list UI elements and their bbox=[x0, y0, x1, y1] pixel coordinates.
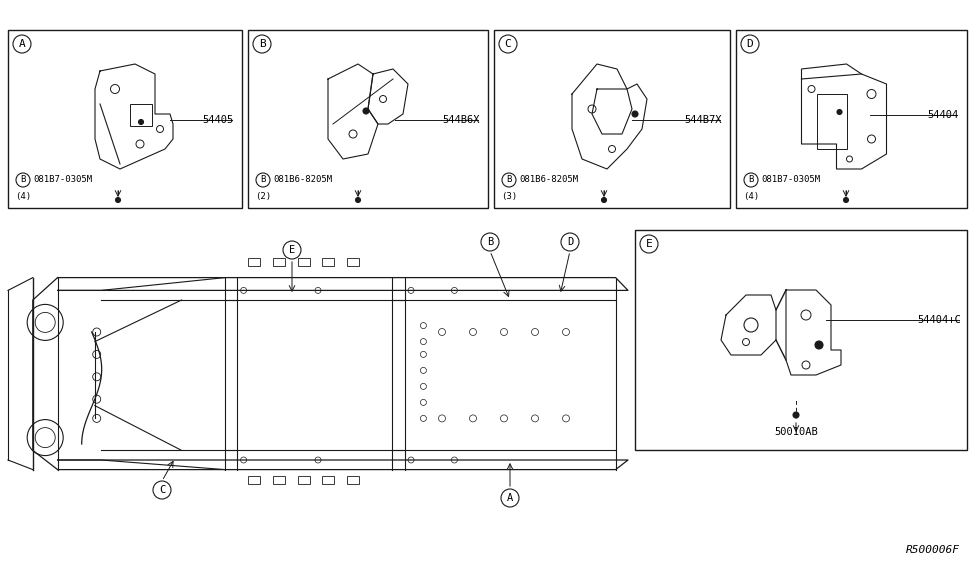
Text: E: E bbox=[645, 239, 652, 249]
Text: C: C bbox=[505, 39, 511, 49]
Text: 54404: 54404 bbox=[928, 110, 959, 120]
Text: (2): (2) bbox=[254, 191, 271, 200]
Text: (3): (3) bbox=[501, 191, 517, 200]
Text: B: B bbox=[258, 39, 265, 49]
Text: B: B bbox=[506, 175, 512, 185]
Text: A: A bbox=[507, 493, 513, 503]
Bar bbox=[248, 476, 260, 484]
Circle shape bbox=[837, 109, 842, 114]
Text: C: C bbox=[159, 485, 165, 495]
Circle shape bbox=[138, 119, 143, 125]
Bar bbox=[248, 30, 488, 208]
Bar bbox=[635, 230, 967, 450]
Text: 544B6X: 544B6X bbox=[443, 115, 480, 125]
Text: 081B6-8205M: 081B6-8205M bbox=[273, 175, 332, 185]
Text: 54405: 54405 bbox=[203, 115, 234, 125]
Bar bbox=[297, 259, 310, 267]
Text: B: B bbox=[487, 237, 493, 247]
Bar bbox=[347, 259, 359, 267]
Text: 54404+C: 54404+C bbox=[917, 315, 961, 325]
Bar bbox=[816, 94, 846, 149]
Text: E: E bbox=[289, 245, 295, 255]
Bar bbox=[494, 30, 730, 208]
Bar bbox=[273, 259, 285, 267]
Text: B: B bbox=[20, 175, 25, 185]
Text: 544B7X: 544B7X bbox=[684, 115, 722, 125]
Circle shape bbox=[115, 198, 121, 203]
Text: 081B6-8205M: 081B6-8205M bbox=[519, 175, 578, 185]
Text: (4): (4) bbox=[15, 191, 31, 200]
Text: (4): (4) bbox=[743, 191, 760, 200]
Circle shape bbox=[602, 198, 606, 203]
Bar bbox=[248, 259, 260, 267]
Text: 50010AB: 50010AB bbox=[774, 427, 818, 437]
Circle shape bbox=[632, 111, 638, 117]
Circle shape bbox=[356, 198, 361, 203]
Bar bbox=[130, 104, 152, 126]
Text: D: D bbox=[747, 39, 754, 49]
Bar bbox=[323, 476, 334, 484]
Circle shape bbox=[363, 108, 369, 114]
Bar bbox=[347, 476, 359, 484]
Text: B: B bbox=[749, 175, 754, 185]
Circle shape bbox=[793, 412, 799, 418]
Text: 081B7-0305M: 081B7-0305M bbox=[33, 175, 92, 185]
Circle shape bbox=[843, 198, 848, 203]
Text: R500006F: R500006F bbox=[906, 545, 960, 555]
Circle shape bbox=[815, 341, 823, 349]
Bar bbox=[8, 30, 242, 208]
Bar bbox=[273, 476, 285, 484]
Text: B: B bbox=[260, 175, 265, 185]
Text: A: A bbox=[19, 39, 25, 49]
Bar bbox=[297, 476, 310, 484]
Bar bbox=[323, 259, 334, 267]
Bar bbox=[736, 30, 967, 208]
Text: 081B7-0305M: 081B7-0305M bbox=[761, 175, 820, 185]
Text: D: D bbox=[566, 237, 573, 247]
